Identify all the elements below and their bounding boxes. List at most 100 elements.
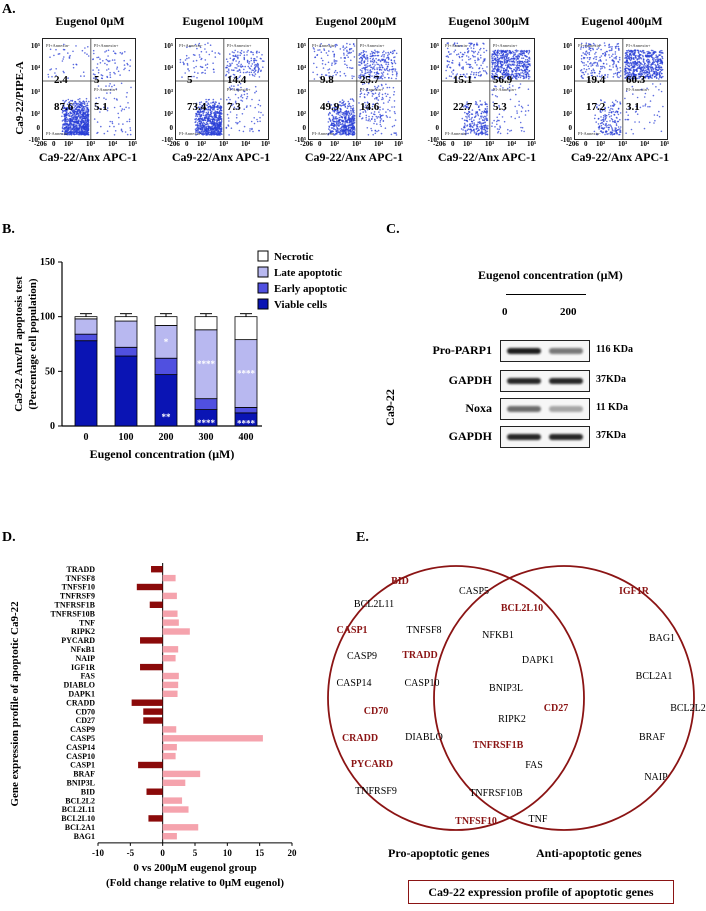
- scatter-dot: [348, 112, 351, 114]
- scatter-dot: [327, 114, 330, 116]
- scatter-dot: [658, 68, 661, 70]
- scatter-dot: [393, 111, 396, 113]
- scatter-dot: [661, 72, 663, 75]
- scatter-dot: [624, 69, 627, 72]
- scatter-dot: [370, 71, 373, 73]
- scatter-dot: [468, 63, 470, 65]
- scatter-dot: [394, 68, 397, 70]
- scatter-dot: [476, 103, 478, 106]
- scatter-dot: [199, 103, 201, 106]
- scatter-dot: [226, 113, 229, 116]
- scatter-dot: [604, 124, 607, 127]
- scatter-dot: [232, 58, 234, 61]
- scatter-dot: [465, 132, 467, 135]
- scatter-dot: [394, 119, 397, 121]
- scatter-dot: [207, 127, 210, 129]
- scatter-dot: [123, 59, 125, 62]
- scatter-dot: [518, 52, 521, 55]
- scatter-dot: [101, 74, 104, 77]
- scatter-dot: [208, 129, 211, 132]
- scatter-dot: [228, 70, 230, 72]
- scatter-dot: [333, 123, 336, 126]
- scatter-dot: [247, 49, 249, 52]
- scatter-dot: [632, 63, 635, 65]
- scatter-dot: [199, 65, 202, 68]
- scatter-dot: [372, 89, 374, 92]
- scatter-dot: [600, 55, 603, 57]
- scatter-dot: [480, 127, 483, 129]
- scatter-dot: [230, 75, 232, 77]
- scatter-dot: [61, 130, 64, 133]
- scatter-dot: [347, 133, 350, 135]
- scatter-dot: [480, 57, 482, 59]
- scatter-dot: [340, 123, 342, 126]
- scatter-dot: [656, 63, 659, 66]
- scatter-dot: [364, 106, 366, 109]
- scatter-dot: [86, 102, 89, 105]
- scatter-dot: [521, 126, 524, 129]
- scatter-dot: [360, 92, 363, 95]
- scatter-dot: [378, 92, 381, 94]
- scatter-dot: [619, 128, 621, 130]
- scatter-dot: [213, 130, 216, 132]
- scatter-dot: [314, 56, 317, 58]
- scatter-dot: [614, 56, 617, 59]
- scatter-dot: [502, 78, 504, 80]
- scatter-dot: [624, 65, 627, 68]
- gate-label: PI+Annexin+: [493, 43, 518, 48]
- scatter-dot: [384, 69, 386, 71]
- scatter-dot: [209, 109, 212, 111]
- scatter-dot: [70, 112, 72, 115]
- scatter-dot: [86, 53, 88, 55]
- scatter-dot: [315, 66, 318, 69]
- scatter-dot: [61, 110, 64, 112]
- scatter-dot: [339, 114, 341, 117]
- scatter-dot: [597, 65, 599, 67]
- flow-x-tick: -206: [300, 140, 313, 148]
- scatter-dot: [501, 57, 503, 60]
- scatter-dot: [520, 126, 522, 129]
- scatter-dot: [610, 117, 613, 120]
- scatter-dot: [235, 67, 238, 69]
- scatter-dot: [125, 106, 127, 109]
- scatter-dot: [371, 105, 374, 108]
- scatter-dot: [113, 59, 116, 61]
- scatter-dot: [71, 128, 74, 131]
- scatter-dot: [205, 111, 208, 114]
- scatter-dot: [239, 54, 241, 57]
- scatter-dot: [193, 71, 196, 74]
- scatter-dot: [637, 55, 639, 57]
- scatter-dot: [376, 54, 379, 57]
- scatter-dot: [604, 44, 606, 47]
- scatter-dot: [94, 104, 97, 107]
- scatter-dot: [352, 43, 355, 45]
- scatter-dot: [364, 56, 366, 59]
- scatter-dot: [109, 92, 112, 94]
- scatter-dot: [596, 133, 598, 135]
- scatter-dot: [641, 63, 643, 66]
- scatter-dot: [74, 110, 76, 113]
- scatter-dot: [660, 66, 662, 69]
- scatter-dot: [63, 43, 65, 46]
- scatter-dot: [352, 99, 354, 101]
- scatter-dot: [585, 54, 588, 56]
- scatter-dot: [382, 87, 384, 89]
- scatter-dot: [366, 94, 369, 96]
- scatter-dot: [618, 58, 621, 61]
- scatter-dot: [367, 75, 370, 78]
- flow-plot: PI+Annexin- PI+Annexin+ PI-Annexin- PI-Anne…: [441, 38, 535, 140]
- scatter-dot: [613, 57, 615, 59]
- scatter-dot: [341, 99, 344, 101]
- scatter-dot: [653, 72, 656, 75]
- scatter-dot: [77, 105, 79, 107]
- scatter-dot: [78, 127, 80, 130]
- scatter-dot: [493, 119, 495, 122]
- scatter-dot: [474, 59, 476, 62]
- scatter-dot: [226, 60, 229, 63]
- scatter-dot: [105, 98, 107, 101]
- scatter-dot: [387, 51, 389, 54]
- scatter-dot: [199, 117, 202, 119]
- scatter-dot: [119, 51, 122, 54]
- scatter-dot: [381, 84, 383, 87]
- scatter-dot: [105, 50, 108, 52]
